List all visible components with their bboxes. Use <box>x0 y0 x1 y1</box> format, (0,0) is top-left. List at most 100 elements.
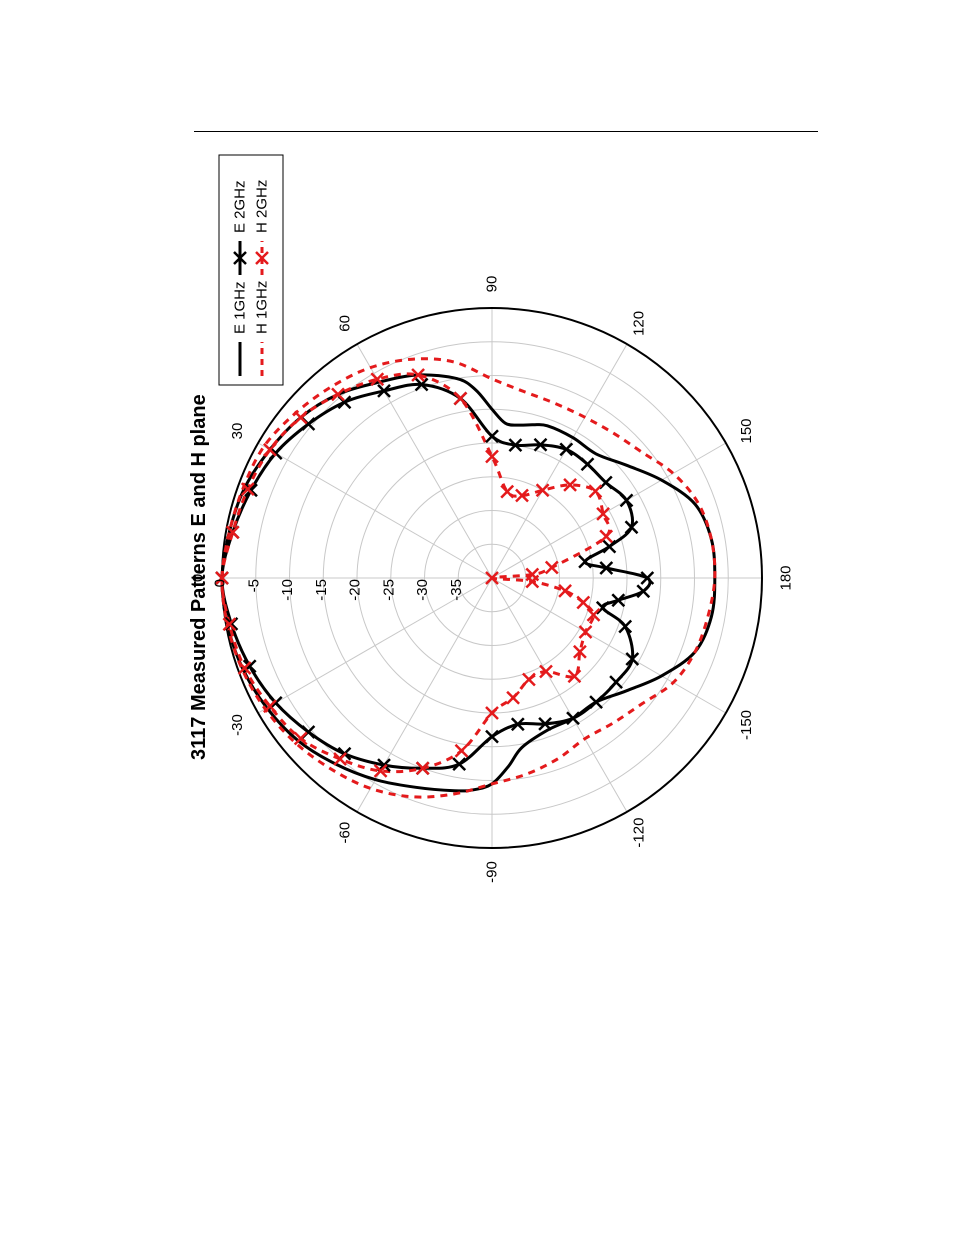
x-marker-stroke <box>222 617 237 632</box>
radial-tick-label: -15 <box>313 579 330 601</box>
grid-spoke <box>257 577 493 714</box>
data-point-e-2ghz <box>244 483 258 498</box>
data-point-e-2ghz <box>618 619 633 634</box>
data-point-h-2ghz <box>225 525 240 540</box>
x-marker-stroke <box>599 529 614 544</box>
data-point-e-2ghz <box>377 384 391 398</box>
x-marker-stroke <box>263 699 277 714</box>
data-point-h-2ghz <box>515 488 529 503</box>
data-point-h-2ghz <box>240 482 255 496</box>
x-marker-stroke <box>485 706 499 720</box>
data-point-e-2ghz <box>625 652 640 666</box>
data-point-e-2ghz <box>508 438 523 452</box>
x-marker-stroke <box>240 482 255 496</box>
x-marker-stroke <box>293 410 308 425</box>
angle-tick-label: 120 <box>631 311 648 336</box>
data-point-e-2ghz <box>566 711 580 726</box>
x-marker-stroke <box>244 483 258 498</box>
x-marker-stroke <box>538 717 552 731</box>
angle-tick-label: -150 <box>738 710 755 740</box>
angle-tick-label: 180 <box>778 565 795 590</box>
radial-tick-label: -25 <box>380 579 397 601</box>
data-point-e-2ghz <box>485 429 499 444</box>
legend: E 1GHz H 1GHz E 2GHz H 2GHz <box>218 154 284 386</box>
x-marker-stroke <box>237 661 252 675</box>
data-point-h-2ghz <box>415 761 430 776</box>
x-marker-stroke <box>377 758 391 772</box>
data-point-h-2ghz <box>215 571 229 585</box>
data-point-h-2ghz <box>544 560 559 575</box>
legend-box <box>218 154 284 386</box>
x-marker-stroke <box>578 554 592 569</box>
x-marker-stroke <box>506 690 520 705</box>
x-marker-stroke <box>515 488 529 503</box>
chart-title: 3117 Measured Patterns E and H plane <box>188 394 210 760</box>
radial-tick-label: -35 <box>448 579 465 601</box>
data-point-h-2ghz <box>573 644 587 659</box>
x-marker-stroke <box>377 384 391 398</box>
data-point-h-2ghz <box>485 571 499 585</box>
x-marker-stroke <box>510 717 525 732</box>
data-point-h-2ghz <box>293 410 308 425</box>
data-point-e-2ghz <box>599 561 614 575</box>
data-point-e-2ghz <box>580 457 595 472</box>
legend-label-h-2ghz: H 2GHz <box>254 180 271 233</box>
x-marker-stroke <box>596 507 610 521</box>
x-marker-stroke <box>453 391 468 406</box>
data-point-e-2ghz <box>510 717 525 732</box>
data-point-h-2ghz <box>370 372 385 387</box>
radial-tick-label: 0 <box>212 579 229 587</box>
x-marker-stroke <box>599 561 614 575</box>
angle-tick-label: 30 <box>229 423 246 440</box>
x-marker-stroke <box>373 764 388 778</box>
x-marker-stroke <box>293 731 308 746</box>
data-point-h-2ghz <box>485 706 499 720</box>
data-point-e-2ghz <box>559 442 574 457</box>
x-marker-stroke <box>242 659 257 674</box>
data-point-e-2ghz <box>636 584 651 599</box>
data-point-e-2ghz <box>538 717 552 731</box>
x-marker-stroke <box>578 625 593 639</box>
x-marker-stroke <box>415 761 430 776</box>
legend-label-e-2ghz: E 2GHz <box>232 180 249 233</box>
data-point-h-2ghz <box>222 617 237 632</box>
data-point-h-2ghz <box>263 442 277 457</box>
data-point-e-2ghz <box>533 437 548 452</box>
x-marker-stroke <box>563 478 577 492</box>
x-marker-stroke <box>567 669 582 684</box>
x-marker-stroke <box>573 644 587 659</box>
data-point-h-2ghz <box>237 661 252 675</box>
data-point-e-2ghz <box>414 377 429 392</box>
legend-label-e-1ghz: E 1GHz <box>232 281 249 334</box>
radial-tick-label: -5 <box>245 579 262 592</box>
series-line-e-2ghz <box>220 382 652 770</box>
angle-tick-label: 0 <box>190 574 207 582</box>
legend-marker-e-2ghz <box>233 251 247 265</box>
grid-spoke <box>491 577 628 813</box>
data-point-e-2ghz <box>452 757 467 771</box>
data-point-e-2ghz <box>611 593 626 608</box>
data-point-h-2ghz <box>578 625 593 639</box>
x-marker-stroke <box>618 619 633 634</box>
angle-tick-label: -60 <box>337 822 354 844</box>
x-marker-stroke <box>508 438 523 452</box>
data-point-h-2ghz <box>454 743 469 758</box>
series-line-h-2ghz <box>220 372 612 774</box>
x-marker-stroke <box>580 457 595 472</box>
x-marker-stroke <box>619 493 634 508</box>
marker-layer <box>215 368 655 778</box>
data-point-e-2ghz <box>589 695 603 709</box>
x-marker-stroke <box>225 525 240 540</box>
x-marker-stroke <box>611 593 626 608</box>
x-marker-stroke <box>609 675 623 689</box>
x-marker-stroke <box>589 695 603 709</box>
legend-label-h-1ghz: H 1GHz <box>254 281 271 334</box>
angle-tick-label: 150 <box>738 418 755 443</box>
polar-plot-area <box>215 307 763 849</box>
data-point-h-2ghz <box>453 391 468 406</box>
angle-tick-label: -120 <box>631 818 648 848</box>
radial-tick-label: -20 <box>347 579 364 601</box>
data-point-e-2ghz <box>609 675 623 689</box>
x-marker-stroke <box>598 475 613 490</box>
